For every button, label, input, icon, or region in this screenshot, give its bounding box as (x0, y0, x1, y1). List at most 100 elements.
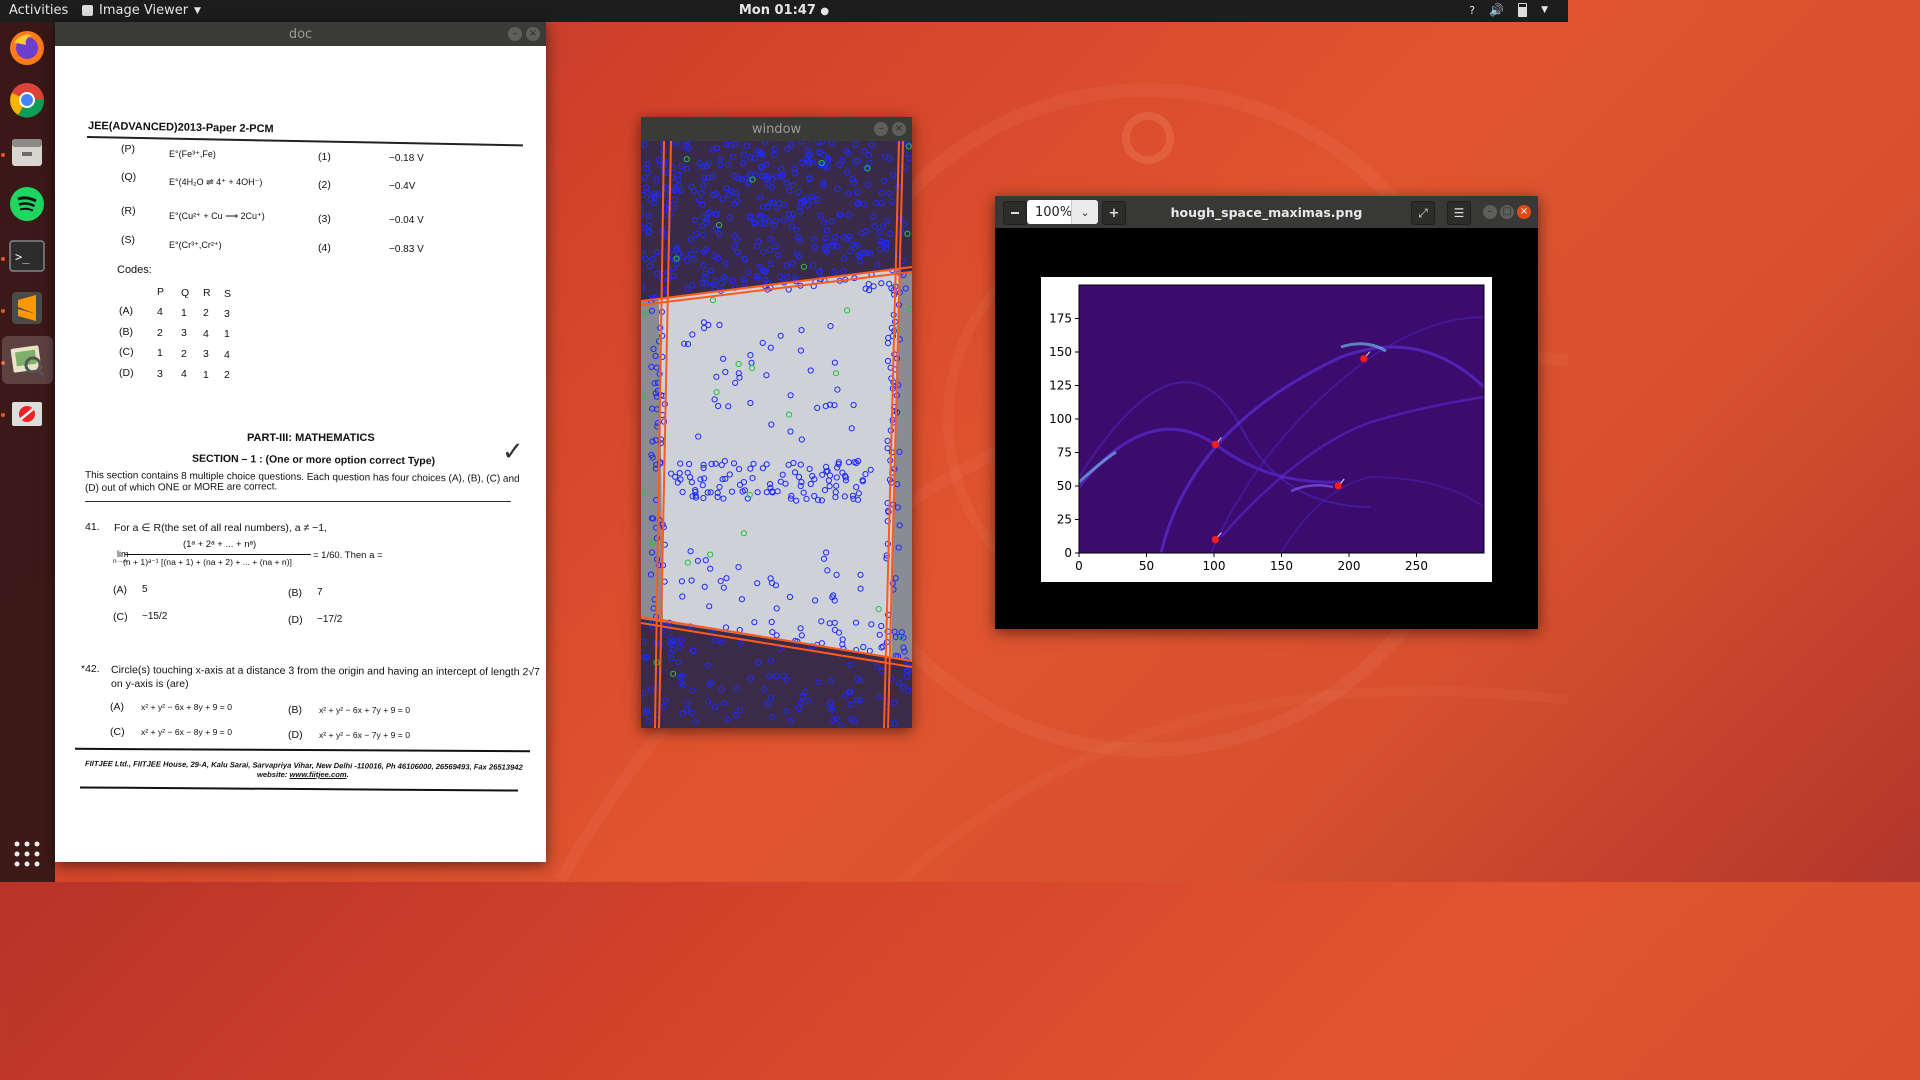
detected-circle (676, 470, 683, 477)
option-label: (A) (110, 701, 124, 713)
list-row-value: −0.4V (389, 181, 416, 192)
dock-item-terminal[interactable]: >_ (7, 236, 47, 276)
detected-circle (865, 181, 872, 188)
detected-circle (867, 466, 874, 473)
detected-circle (809, 472, 816, 480)
detected-circle (798, 479, 805, 486)
detected-circle (659, 332, 666, 339)
detected-circle (818, 159, 825, 167)
detected-circle (707, 489, 714, 496)
chevron-down-icon[interactable]: ▼ (1541, 5, 1548, 15)
detected-circle (722, 276, 729, 283)
detected-circle (735, 175, 742, 182)
detected-circle (646, 718, 653, 725)
opencv-titlebar[interactable]: window – × (641, 117, 912, 141)
detected-circle (903, 667, 910, 674)
list-row-number: (3) (318, 213, 331, 225)
clock[interactable]: Mon 01:47 ● (0, 3, 1568, 18)
detected-circle (760, 248, 767, 255)
detected-circle (707, 551, 714, 558)
detected-circle (734, 198, 741, 205)
svg-text:>_: >_ (15, 250, 30, 264)
detected-circle (811, 492, 818, 500)
zoom-dropdown-button[interactable]: ⌄ (1071, 200, 1098, 224)
footer-website-link: www.fiitjee.com (289, 770, 347, 779)
doc-titlebar[interactable]: doc – × (55, 22, 546, 46)
dock-item-chrome[interactable] (7, 80, 47, 120)
detected-circle (696, 159, 703, 166)
detected-circle (699, 279, 706, 286)
detected-circle (787, 392, 794, 399)
maxima-point (1360, 355, 1368, 363)
viewer-canvas[interactable]: 0 50 100 150 200 250 0 25 50 75 100 125 150 175 (995, 228, 1538, 629)
detected-circle (848, 425, 855, 432)
detected-circle (876, 694, 883, 701)
option-value: x² + y² − 6x + 8y + 9 = 0 (141, 702, 232, 712)
detected-circle (728, 188, 735, 195)
detected-circle (766, 481, 774, 488)
x-axis: 0 50 100 150 200 250 (1075, 553, 1428, 573)
close-button[interactable]: × (1517, 205, 1531, 219)
detected-circle (810, 236, 817, 243)
viewer-headerbar[interactable]: 100% ⌄ + hough_space_maximas.png ⤢ ☰ – □… (995, 196, 1538, 228)
activities-button[interactable]: Activities (9, 3, 69, 18)
detected-circle (730, 460, 738, 467)
close-button[interactable]: × (526, 27, 540, 41)
clock-label: Mon 01:47 (738, 3, 816, 18)
detected-circle (783, 708, 790, 715)
detected-circle (702, 557, 709, 564)
battery-icon[interactable] (1518, 3, 1528, 17)
header-rule (86, 136, 523, 146)
help-icon[interactable]: ? (1469, 3, 1476, 17)
detected-circle (770, 199, 777, 206)
detected-circle (732, 379, 739, 386)
fullscreen-button[interactable]: ⤢ (1411, 201, 1435, 225)
codes-header-cell: P (157, 286, 165, 298)
detected-circle (826, 401, 834, 408)
detected-circle (700, 464, 707, 472)
close-button[interactable]: × (892, 122, 906, 136)
detected-circle (847, 248, 854, 255)
dock-item-network[interactable] (7, 394, 47, 434)
menu-button[interactable]: ☰ (1447, 201, 1471, 225)
dock-item-firefox[interactable] (7, 28, 47, 68)
detected-circle (692, 718, 699, 725)
detected-circle (747, 399, 754, 407)
maximize-button[interactable]: □ (1500, 205, 1514, 219)
dock-item-files[interactable] (7, 132, 47, 172)
volume-icon[interactable]: 🔊 (1489, 3, 1505, 17)
detected-circle (903, 673, 910, 680)
show-apps-button[interactable] (7, 834, 47, 874)
minimize-button[interactable]: – (874, 122, 888, 136)
detected-circle (740, 479, 748, 486)
detected-circle (842, 477, 849, 484)
minimize-button[interactable]: – (508, 27, 522, 41)
codes-cell: 1 (224, 328, 230, 341)
detected-circle (684, 285, 691, 292)
detected-circle (683, 706, 690, 713)
minimize-button[interactable]: – (1483, 205, 1497, 219)
detected-circle (702, 270, 709, 277)
dock-item-image-viewer[interactable] (2, 336, 53, 384)
detected-circle (807, 367, 814, 374)
system-tray[interactable]: ? 🔊 ▼ (1469, 3, 1548, 17)
detected-circle (797, 699, 804, 707)
app-menu[interactable]: Image Viewer ▼ (82, 3, 201, 18)
detected-circle (751, 619, 758, 626)
zoom-in-button[interactable]: + (1102, 201, 1126, 225)
detected-circle (786, 593, 794, 601)
dock-item-spotify[interactable] (7, 184, 47, 224)
option-value: x² + y² − 6x − 7y + 9 = 0 (319, 730, 410, 740)
detected-circle (740, 530, 748, 537)
detected-circles (641, 141, 912, 728)
detected-circle (763, 161, 770, 168)
detected-circle (649, 454, 656, 461)
x-tick-label: 50 (1139, 559, 1154, 573)
dock-item-sublime-text[interactable] (7, 288, 47, 328)
codes-cell: 2 (203, 307, 209, 320)
detected-circle (732, 141, 739, 147)
detected-circle (713, 373, 720, 380)
detected-circle (905, 687, 912, 694)
zoom-out-button[interactable] (1003, 201, 1027, 225)
detected-circle (772, 243, 779, 250)
